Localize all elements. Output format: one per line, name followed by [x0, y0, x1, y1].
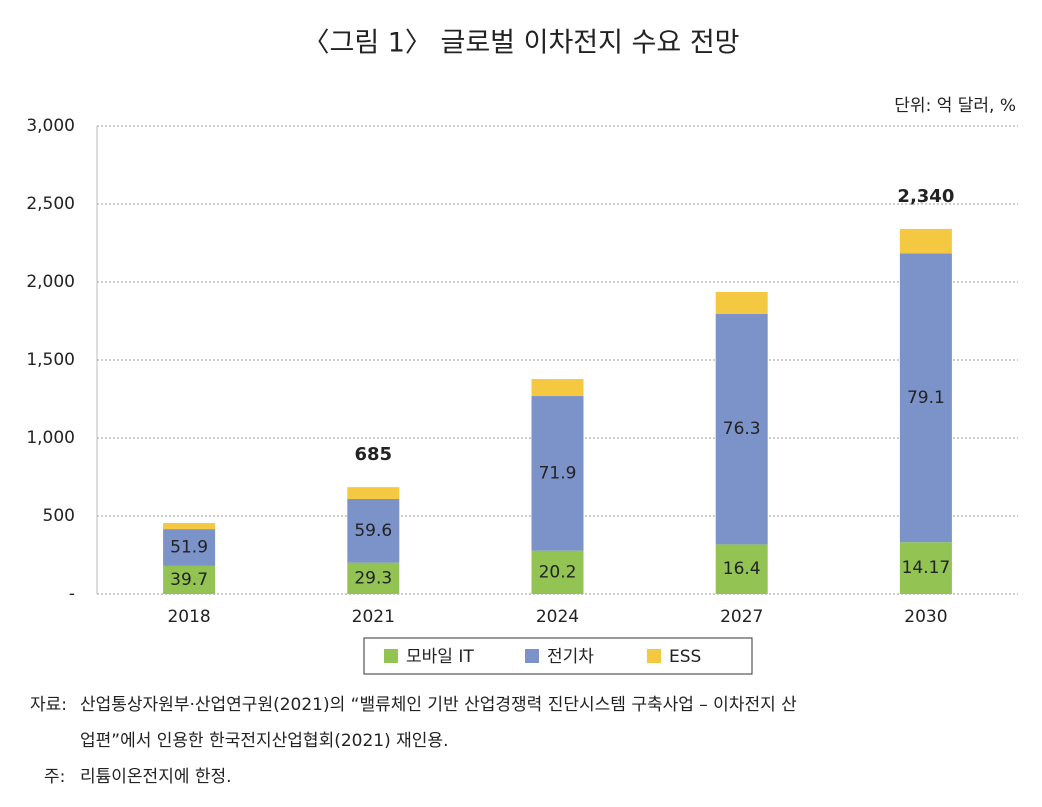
legend-label: 전기차 — [547, 647, 594, 667]
legend-label: ESS — [669, 647, 701, 667]
bar-segment — [531, 550, 584, 594]
bar-segment — [715, 313, 768, 545]
bar-segment — [347, 487, 400, 499]
legend-label: 모바일 IT — [406, 647, 474, 667]
x-tick-label: 2018 — [167, 607, 210, 627]
bar-segment — [899, 228, 952, 254]
share-label: 29.3 — [354, 568, 392, 588]
y-tick-label: 3,000 — [26, 116, 75, 136]
source-text: 업편”에서 인용한 한국전지산업협회(2021) 재인용. — [80, 731, 448, 751]
legend-swatch — [647, 649, 661, 663]
y-tick-label: 1,500 — [26, 350, 75, 370]
x-tick-label: 2027 — [720, 607, 763, 627]
share-label: 76.3 — [723, 419, 761, 439]
share-label: 14.17 — [902, 558, 951, 578]
unit-label: 단위: 억 달러, % — [894, 96, 1016, 116]
y-tick-label: 2,500 — [26, 194, 75, 214]
x-tick-label: 2024 — [536, 607, 579, 627]
bar-segment — [715, 544, 768, 594]
bar-segment — [163, 565, 216, 594]
bar-segment — [347, 498, 400, 563]
share-label: 20.2 — [539, 562, 577, 582]
bar-segment — [163, 529, 216, 566]
share-label: 71.9 — [539, 463, 577, 483]
share-label: 51.9 — [170, 538, 208, 558]
x-tick-label: 2030 — [904, 607, 947, 627]
bar-segment — [163, 523, 216, 530]
bar-segment — [347, 562, 400, 594]
y-tick-label: 1,000 — [26, 428, 75, 448]
note-text: 리튬이온전지에 한정. — [80, 767, 232, 787]
chart-title: 〈그림 1〉 글로벌 이차전지 수요 전망 — [302, 28, 739, 59]
share-label: 16.4 — [723, 559, 761, 579]
bar-segment — [531, 379, 584, 397]
legend-swatch — [384, 649, 398, 663]
y-tick-label: 500 — [43, 506, 75, 526]
y-tick-label: 2,000 — [26, 272, 75, 292]
x-tick-label: 2021 — [352, 607, 395, 627]
y-tick-label: - — [69, 584, 75, 604]
legend-swatch — [525, 649, 539, 663]
total-label: 685 — [355, 444, 393, 465]
bar-segment — [531, 396, 584, 551]
bar-segment — [899, 253, 952, 543]
bar-segment — [715, 291, 768, 314]
source-label: 자료: — [30, 695, 67, 715]
source-text: 산업통상자원부·산업연구원(2021)의 “밸류체인 기반 산업경쟁력 진단시스… — [80, 695, 797, 715]
total-label: 2,340 — [897, 186, 954, 207]
share-label: 79.1 — [907, 388, 945, 408]
share-label: 39.7 — [170, 570, 208, 590]
share-label: 59.6 — [354, 521, 392, 541]
note-label: 주: — [44, 767, 65, 787]
legend-box — [363, 637, 753, 675]
bar-segment — [899, 542, 952, 594]
